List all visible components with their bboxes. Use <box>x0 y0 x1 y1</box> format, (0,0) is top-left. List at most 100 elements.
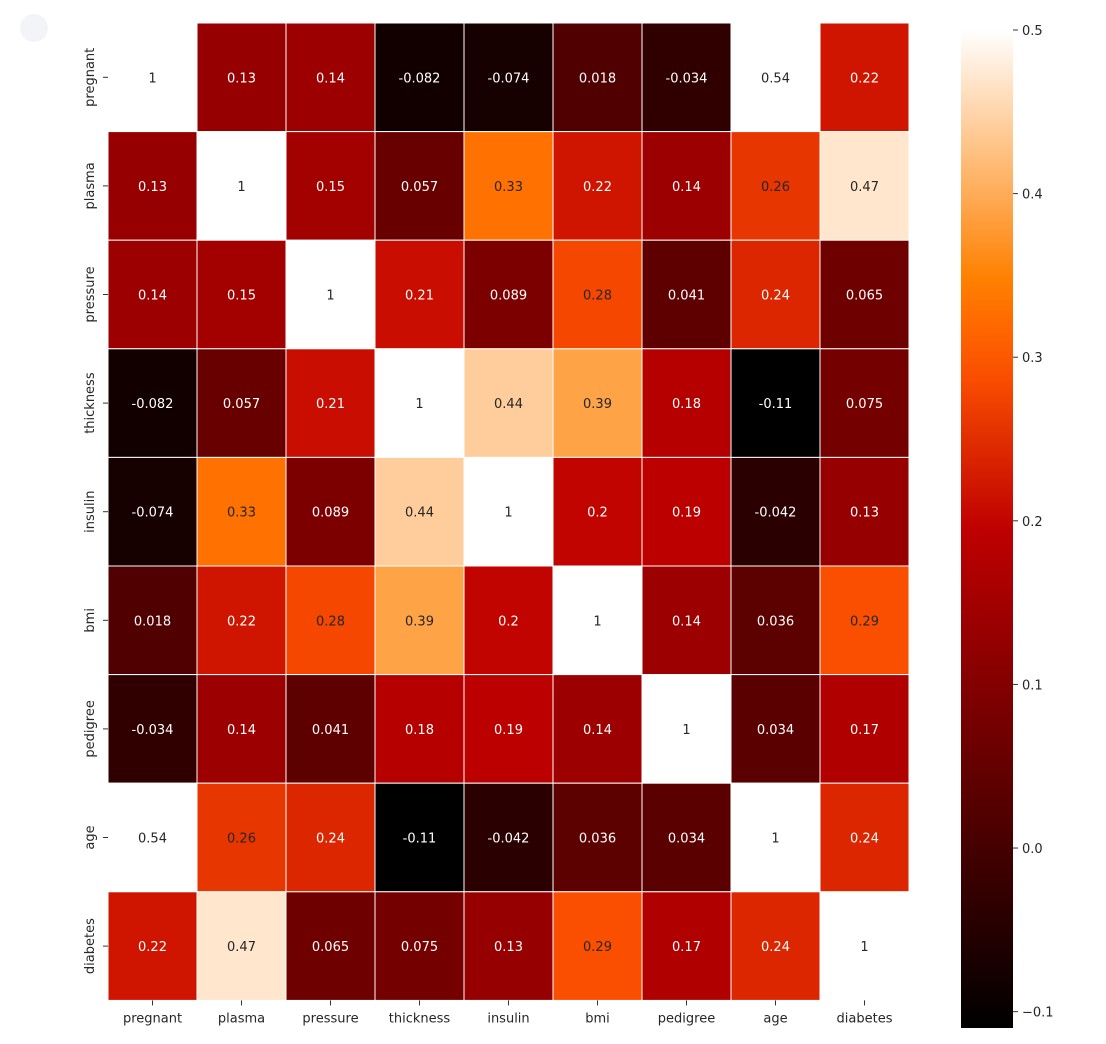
cell-value-label: 0.057 <box>401 180 438 195</box>
heatmap-cell <box>730 456 821 567</box>
cell-value-label: 0.2 <box>498 614 519 629</box>
heatmap-cell <box>463 891 554 1001</box>
x-tick-label: pregnant <box>123 1011 182 1026</box>
heatmap-cell <box>285 22 376 133</box>
heatmap-cell <box>285 239 376 350</box>
cell-value-label: 0.33 <box>494 180 523 195</box>
y-tick-label: pregnant <box>83 48 98 107</box>
cell-value-label: 0.17 <box>850 723 879 738</box>
y-tick-label: diabetes <box>83 918 98 974</box>
heatmap-cell <box>285 348 376 458</box>
cell-value-label: 0.22 <box>850 71 879 86</box>
cell-value-label: 0.28 <box>316 614 345 629</box>
heatmap-cell <box>730 131 821 241</box>
cell-value-label: 0.089 <box>312 506 349 521</box>
cell-value-label: 0.018 <box>134 614 171 629</box>
cell-value-label: 0.44 <box>405 506 434 521</box>
colorbar-tick-label: 0.5 <box>1022 24 1043 39</box>
heatmap-cell <box>819 674 910 784</box>
heatmap-cell <box>641 456 732 567</box>
y-tick-label: pressure <box>83 266 98 322</box>
x-tick-label: thickness <box>389 1011 451 1026</box>
heatmap-cell <box>196 782 287 893</box>
cell-value-label: 0.034 <box>757 723 794 738</box>
cell-value-label: 0.13 <box>138 180 167 195</box>
heatmap-cell <box>374 131 465 241</box>
cell-value-label: 0.19 <box>494 723 523 738</box>
cell-value-label: 0.21 <box>316 397 345 412</box>
heatmap-cell <box>463 239 554 350</box>
cell-value-label: 0.19 <box>672 506 701 521</box>
x-tick-label: age <box>763 1011 787 1026</box>
x-tick-label: insulin <box>487 1011 529 1026</box>
heatmap-cell <box>374 891 465 1001</box>
heatmap-cell <box>552 674 643 784</box>
cell-value-label: 0.13 <box>494 940 523 955</box>
cell-value-label: 0.24 <box>761 289 790 304</box>
heatmap-cell <box>641 891 732 1001</box>
colorbar-tick-label: 0.4 <box>1022 188 1043 203</box>
cell-value-label: 0.54 <box>138 832 167 847</box>
cell-value-label: 1 <box>415 397 423 412</box>
cell-value-label: 0.14 <box>227 723 256 738</box>
cell-value-label: 0.29 <box>583 940 612 955</box>
heatmap-cell <box>552 239 643 350</box>
cell-value-label: 0.018 <box>579 71 616 86</box>
x-tick-label: diabetes <box>837 1011 893 1026</box>
cell-value-label: 0.33 <box>227 506 256 521</box>
cell-value-label: 0.28 <box>583 289 612 304</box>
cell-value-label: 0.22 <box>138 940 167 955</box>
cell-value-label: 0.39 <box>405 614 434 629</box>
heatmap-cell <box>374 239 465 350</box>
heatmap-cell <box>641 565 732 676</box>
cell-value-label: 0.15 <box>227 289 256 304</box>
cell-value-label: 0.13 <box>850 506 879 521</box>
cell-value-label: 0.26 <box>761 180 790 195</box>
cell-value-label: -0.11 <box>403 832 437 847</box>
cell-value-label: 0.041 <box>312 723 349 738</box>
cell-value-label: 0.14 <box>316 71 345 86</box>
cell-value-label: 0.24 <box>316 832 345 847</box>
cell-value-label: -0.042 <box>755 506 797 521</box>
x-tick-label: bmi <box>585 1011 610 1026</box>
cell-value-label: 0.15 <box>316 180 345 195</box>
heatmap-cell <box>552 891 643 1001</box>
cell-value-label: 1 <box>504 506 512 521</box>
colorbar-tick-label: 0.2 <box>1022 515 1043 530</box>
y-tick-label: plasma <box>83 162 98 209</box>
cell-value-label: -0.11 <box>759 397 793 412</box>
cell-value-label: 0.041 <box>668 289 705 304</box>
heatmap-cell <box>819 131 910 241</box>
cell-value-label: 1 <box>682 723 690 738</box>
heatmap-cell <box>107 22 198 133</box>
heatmap-cell <box>819 782 910 893</box>
x-tick-label: plasma <box>218 1011 265 1026</box>
cell-value-label: 0.22 <box>227 614 256 629</box>
cell-value-label: 0.54 <box>761 71 790 86</box>
cell-value-label: 0.24 <box>761 940 790 955</box>
cell-value-label: 0.18 <box>405 723 434 738</box>
cell-value-label: -0.082 <box>132 397 174 412</box>
heatmap-cell <box>819 456 910 567</box>
heatmap-cell <box>107 565 198 676</box>
cell-value-label: -0.034 <box>666 71 708 86</box>
cell-value-label: 0.065 <box>846 289 883 304</box>
cell-value-label: 0.075 <box>846 397 883 412</box>
y-tick-label: pedigree <box>83 700 98 757</box>
heatmap-cell <box>285 565 376 676</box>
cell-value-label: 0.075 <box>401 940 438 955</box>
heatmap-cell <box>552 131 643 241</box>
cell-value-label: 1 <box>860 940 868 955</box>
heatmap-cell <box>730 239 821 350</box>
cell-value-label: 0.44 <box>494 397 523 412</box>
heatmap-cell <box>107 131 198 241</box>
cell-value-label: 0.065 <box>312 940 349 955</box>
heatmap-cell <box>730 674 821 784</box>
heatmap-cell <box>196 22 287 133</box>
colorbar-tick-label: −0.1 <box>1022 1006 1054 1021</box>
cell-value-label: 1 <box>593 614 601 629</box>
y-tick-label: bmi <box>83 608 98 633</box>
heatmap-cell <box>374 565 465 676</box>
heatmap-cell <box>285 891 376 1001</box>
